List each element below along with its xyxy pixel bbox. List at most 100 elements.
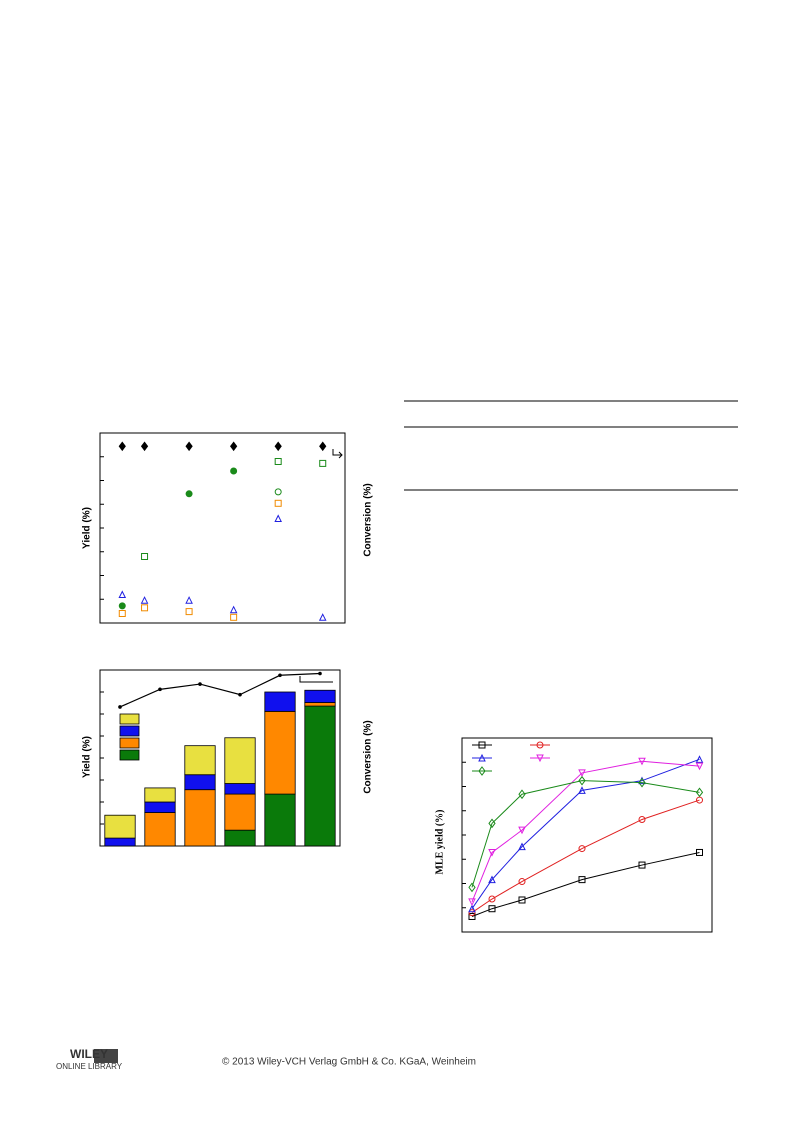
marker	[118, 441, 126, 452]
arrow	[332, 449, 343, 459]
marker	[141, 604, 149, 612]
bar-segment	[144, 787, 176, 803]
series-line	[471, 851, 700, 917]
legend-marker	[478, 741, 486, 749]
marker	[518, 896, 526, 904]
marker	[468, 898, 476, 907]
series-line	[471, 760, 700, 903]
marker	[518, 789, 526, 800]
logo-mark	[94, 1049, 118, 1063]
marker	[230, 613, 238, 621]
line-point	[238, 692, 242, 697]
marker	[638, 815, 646, 823]
marker	[695, 755, 704, 763]
bar-segment	[184, 789, 216, 847]
marker	[638, 757, 646, 766]
marker	[695, 787, 704, 798]
marker	[140, 596, 149, 604]
marker	[638, 861, 646, 869]
y2-axis-label: Conversion (%)	[363, 720, 374, 793]
line-point	[278, 673, 282, 678]
plot-frame	[99, 432, 346, 624]
bar-segment	[104, 837, 136, 847]
marker	[488, 905, 496, 913]
bar-segment	[264, 691, 296, 712]
legend-marker	[478, 766, 486, 776]
marker	[319, 459, 327, 467]
marker	[488, 875, 496, 884]
marker	[518, 878, 526, 886]
series-line	[471, 780, 700, 888]
marker	[185, 441, 193, 452]
bar-segment	[104, 814, 136, 839]
marker	[318, 613, 327, 621]
marker	[118, 590, 127, 598]
legend-marker	[478, 753, 486, 762]
bar-segment	[144, 812, 176, 847]
marker	[140, 441, 149, 452]
bar-segment	[224, 793, 256, 831]
marker	[468, 904, 476, 913]
marker	[230, 441, 238, 452]
marker	[578, 876, 586, 884]
line-point	[158, 687, 162, 692]
marker	[230, 467, 238, 475]
marker	[274, 499, 282, 507]
bar-segment	[304, 702, 336, 707]
bar-segment	[184, 745, 216, 776]
y-axis-label: Yield (%)	[82, 736, 93, 778]
logo: WILEY	[70, 1047, 108, 1061]
marker	[118, 602, 126, 610]
marker	[696, 848, 703, 856]
marker	[578, 845, 586, 853]
logo-sub: ONLINE LIBRARY	[56, 1062, 123, 1071]
legend-swatch	[119, 713, 140, 725]
legend-marker	[536, 741, 544, 749]
bar-segment	[264, 710, 296, 795]
line-point	[318, 671, 322, 676]
marker	[319, 441, 327, 452]
series-line	[471, 758, 700, 910]
arrow	[299, 676, 333, 683]
bar-segment	[144, 801, 176, 813]
conversion-line	[119, 672, 321, 708]
bar-segment	[224, 829, 256, 847]
series-line	[471, 799, 700, 914]
marker	[468, 912, 476, 920]
marker	[185, 490, 193, 498]
marker	[638, 777, 646, 788]
marker	[578, 775, 586, 786]
bar-segment	[184, 774, 216, 791]
marker	[141, 553, 149, 560]
bar-segment	[264, 793, 296, 847]
marker	[185, 608, 193, 616]
marker	[185, 596, 193, 604]
marker	[518, 842, 526, 851]
marker	[518, 826, 526, 835]
marker	[578, 786, 586, 794]
y-axis-label: Yield (%)	[82, 507, 93, 549]
marker	[468, 909, 476, 917]
copyright: © 2013 Wiley-VCH Verlag GmbH & Co. KGaA,…	[222, 1057, 476, 1068]
legend-swatch	[119, 725, 140, 737]
marker	[274, 488, 282, 496]
marker	[488, 818, 496, 829]
legend-marker	[536, 754, 544, 763]
y2-axis-label: Conversion (%)	[363, 483, 374, 556]
marker	[118, 610, 126, 617]
legend-swatch	[119, 737, 140, 749]
legend-swatch	[119, 749, 140, 761]
line-point	[198, 682, 202, 686]
plot-frame	[461, 737, 713, 933]
marker	[695, 762, 704, 771]
marker	[468, 882, 476, 893]
marker	[488, 895, 496, 903]
marker	[578, 769, 586, 778]
marker	[274, 514, 282, 522]
marker	[488, 848, 496, 857]
line-point	[118, 705, 122, 709]
bar-segment	[304, 689, 336, 703]
marker	[274, 458, 282, 465]
marker	[229, 605, 238, 614]
